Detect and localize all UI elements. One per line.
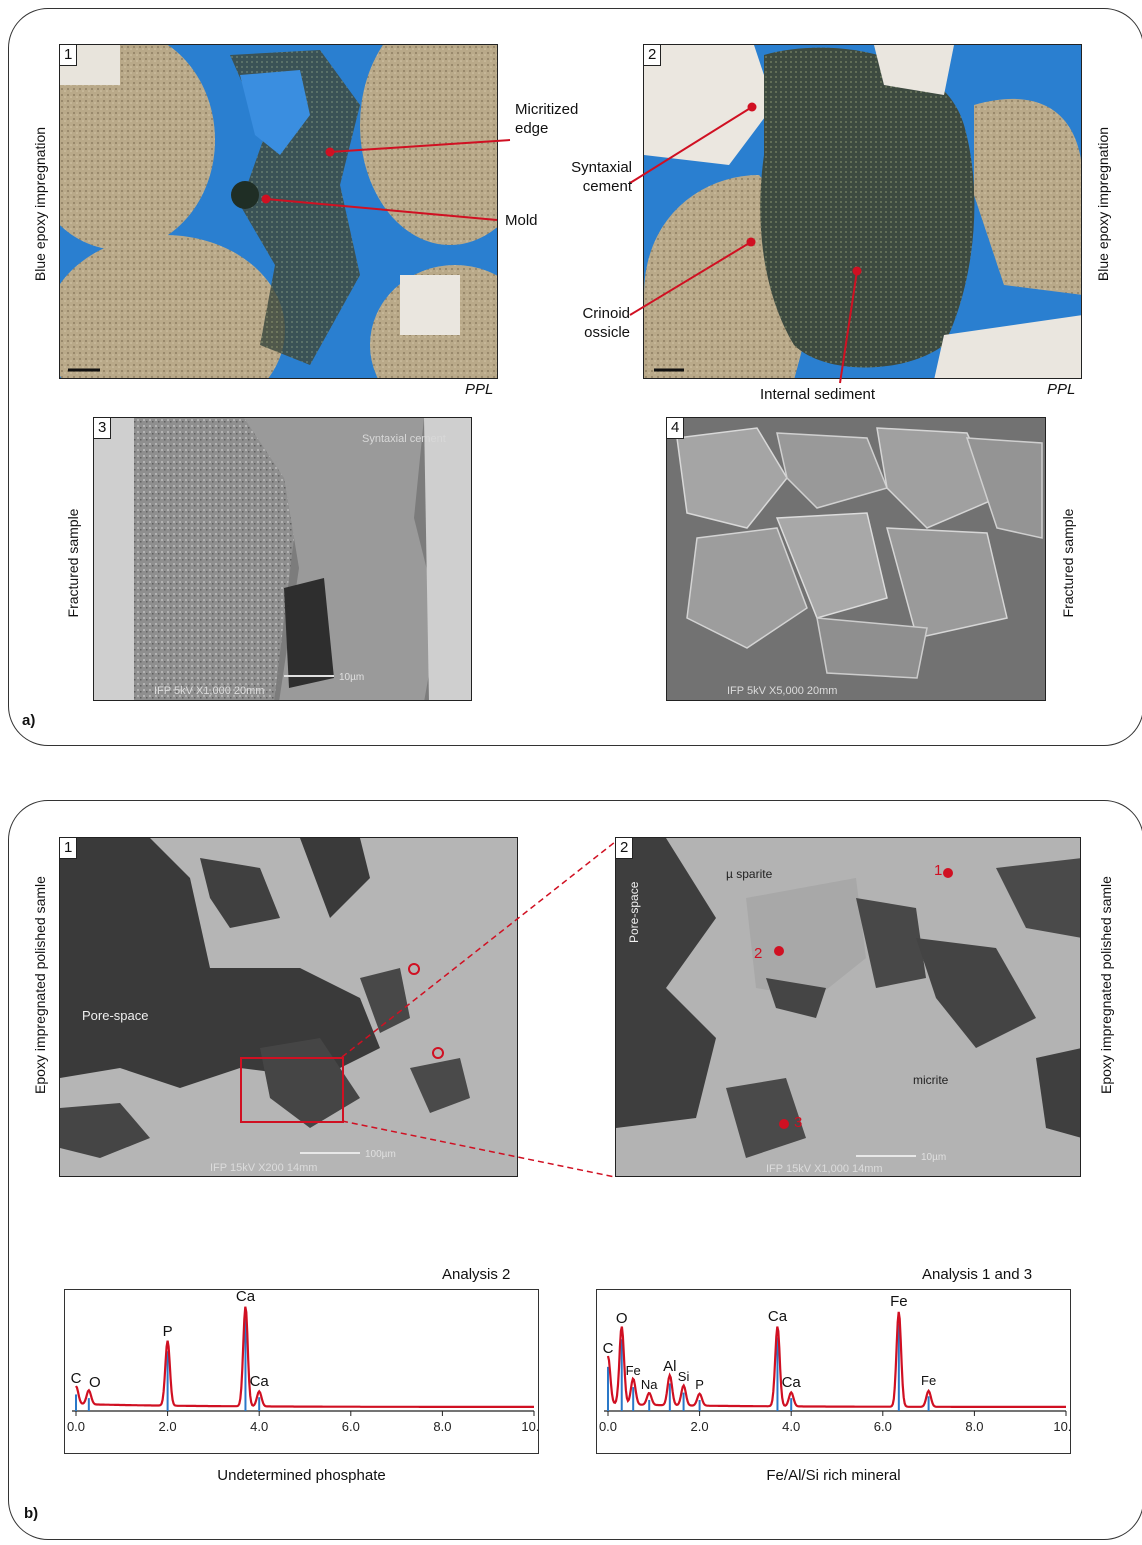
b2-sem-footer: IFP 15kV X1,000 14mm bbox=[766, 1163, 883, 1175]
spectrum-1-title: Analysis 2 bbox=[442, 1266, 511, 1283]
peak-label: Na bbox=[641, 1377, 658, 1392]
b1-scale-bar: 100µm bbox=[365, 1149, 396, 1160]
x-tick-label: 10.0 bbox=[521, 1419, 539, 1434]
panel-b-letter: b) bbox=[24, 1505, 39, 1522]
x-tick-label: 6.0 bbox=[874, 1419, 892, 1434]
x-tick-label: 0.0 bbox=[67, 1419, 85, 1434]
spectrum-2-frame bbox=[596, 1289, 1071, 1454]
peak-label: Si bbox=[678, 1369, 690, 1384]
a4-number: 4 bbox=[667, 418, 685, 439]
peak-label: Al bbox=[663, 1358, 676, 1375]
peak-label: C bbox=[71, 1370, 82, 1387]
a2-number: 2 bbox=[644, 45, 662, 66]
a1-ppl-label: PPL bbox=[465, 381, 494, 398]
b2-scale-bar: 10µm bbox=[921, 1152, 946, 1163]
callout-micritized-edge: Micritized edge bbox=[515, 101, 579, 137]
a3-sem-label: Syntaxial cement bbox=[362, 433, 446, 445]
spectrum-curve bbox=[75, 1306, 534, 1408]
b1-number: 1 bbox=[60, 838, 78, 859]
x-tick-label: 8.0 bbox=[965, 1419, 983, 1434]
panel-b-frame bbox=[8, 800, 1142, 1540]
spectrum-1-chart: 0.0 2.0 4.0 6.0 8.0 10.0 CO P Ca Ca bbox=[67, 1289, 539, 1434]
a3-sem-footer: IFP 5kV X1,000 20mm bbox=[154, 685, 264, 697]
b2-sem-photo: 2 Pore-space µ sparite micrite 1 2 3 10µ… bbox=[615, 837, 1081, 1177]
peak-label: Ca bbox=[236, 1289, 256, 1305]
spectrum-2-caption: Fe/Al/Si rich mineral bbox=[766, 1467, 901, 1484]
a3-scale-bar: 10µm bbox=[339, 672, 364, 683]
panel-a-frame bbox=[8, 8, 1142, 746]
a2-ppl-label: PPL bbox=[1047, 381, 1076, 398]
a4-sem-footer: IFP 5kV X5,000 20mm bbox=[727, 685, 837, 697]
x-tick-label: 6.0 bbox=[342, 1419, 360, 1434]
b2-number: 2 bbox=[616, 838, 634, 859]
spectrum-1-frame bbox=[64, 1289, 539, 1454]
spectrum-curve bbox=[606, 1311, 1066, 1408]
b2-point-3: 3 bbox=[794, 1114, 802, 1131]
peak-label: Fe bbox=[626, 1363, 641, 1378]
b2-side-label: Epoxy impregnated polished samle bbox=[1098, 876, 1114, 1094]
a1-thin-section-photo: 1 bbox=[59, 44, 498, 379]
spectrum-2-title: Analysis 1 and 3 bbox=[922, 1266, 1033, 1283]
x-tick-label: 4.0 bbox=[250, 1419, 268, 1434]
peak-label: Fe bbox=[921, 1373, 936, 1388]
x-tick-label: 10.0 bbox=[1053, 1419, 1071, 1434]
x-tick-label: 2.0 bbox=[691, 1419, 709, 1434]
b2-sparite-label: µ sparite bbox=[726, 867, 773, 881]
callout-mold: Mold bbox=[505, 212, 538, 229]
callout-syntaxial-cement: Syntaxial cement bbox=[571, 159, 632, 195]
x-tick-label: 2.0 bbox=[159, 1419, 177, 1434]
panel-a-letter: a) bbox=[22, 712, 36, 729]
a4-sem-photo: 4 IFP 5kV X5,000 20mm bbox=[666, 417, 1046, 701]
peak-label: C bbox=[603, 1340, 614, 1357]
a3-number: 3 bbox=[94, 418, 112, 439]
peak-label: Ca bbox=[768, 1308, 788, 1325]
peak-label: P bbox=[695, 1377, 704, 1392]
b1-pore-space-label: Pore-space bbox=[82, 1008, 148, 1023]
a2-callout-lines bbox=[629, 102, 862, 384]
b2-point-2: 2 bbox=[754, 945, 762, 962]
spectrum-1-caption: Undetermined phosphate bbox=[217, 1467, 386, 1484]
peak-label: O bbox=[89, 1374, 101, 1391]
b1-sem-photo: 1 Pore-space 100µm IFP 15kV X200 14mm bbox=[59, 837, 518, 1177]
peak-label: O bbox=[616, 1310, 628, 1327]
b2-micrite-label: micrite bbox=[913, 1073, 949, 1087]
a3-sem-photo: 3 Syntaxial cement 10µm IFP 5kV X1,000 2… bbox=[93, 417, 472, 701]
b1-sem-footer: IFP 15kV X200 14mm bbox=[210, 1162, 317, 1174]
peak-label: Fe bbox=[890, 1293, 908, 1310]
a1-number: 1 bbox=[60, 45, 78, 66]
a2-thin-section-photo: 2 bbox=[643, 44, 1082, 379]
callout-internal-sediment: Internal sediment bbox=[760, 386, 876, 403]
callout-crinoid-ossicle: Crinoid ossicle bbox=[582, 305, 630, 341]
x-tick-label: 8.0 bbox=[433, 1419, 451, 1434]
peak-label: Ca bbox=[782, 1374, 802, 1391]
x-tick-label: 4.0 bbox=[782, 1419, 800, 1434]
peak-label: Ca bbox=[250, 1373, 270, 1390]
b2-point-1: 1 bbox=[934, 862, 942, 879]
b2-pore-space-label: Pore-space bbox=[627, 881, 641, 943]
a1-callout-lines bbox=[261, 139, 511, 221]
peak-label: P bbox=[163, 1323, 173, 1340]
x-tick-label: 0.0 bbox=[599, 1419, 617, 1434]
